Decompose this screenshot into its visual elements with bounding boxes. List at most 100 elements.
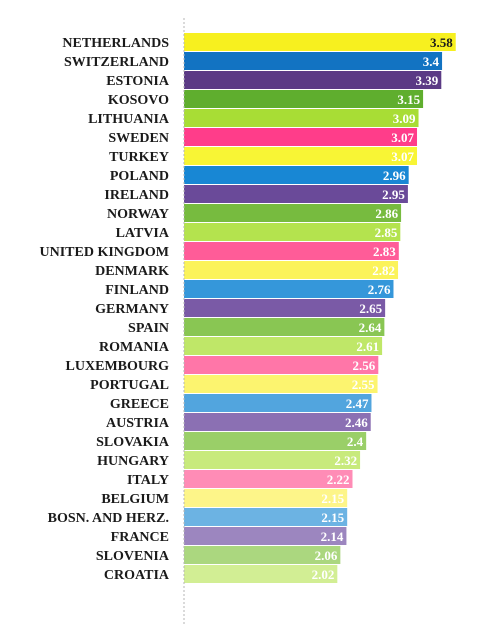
bar-row: SPAIN 2.64: [128, 318, 385, 336]
category-label: SLOVAKIA: [96, 435, 170, 450]
value-label: 2.82: [372, 263, 395, 278]
bar-row: KOSOVO 3.15: [108, 90, 424, 108]
bar-row: ITALY 2.22: [127, 470, 353, 488]
bar: [184, 375, 378, 393]
value-label: 2.06: [315, 548, 338, 563]
category-label: IRELAND: [104, 188, 169, 203]
value-label: 2.96: [383, 168, 406, 183]
bar-row: UNITED KINGDOM 2.83: [39, 242, 399, 260]
category-label: BELGIUM: [101, 492, 169, 507]
value-label: 2.64: [359, 320, 382, 335]
bar: [184, 451, 361, 469]
value-label: 3.4: [423, 54, 440, 69]
category-label: ITALY: [127, 473, 169, 488]
category-label: SPAIN: [128, 321, 169, 336]
value-label: 2.47: [346, 396, 369, 411]
bar-row: FRANCE 2.14: [111, 527, 347, 545]
bar-row: IRELAND 2.95: [104, 185, 408, 203]
value-label: 2.61: [356, 339, 379, 354]
bar-row: HUNGARY 2.32: [97, 451, 361, 469]
value-label: 3.58: [430, 35, 453, 50]
value-label: 2.14: [321, 529, 344, 544]
bar: [184, 337, 383, 355]
bar-row: NETHERLANDS 3.58: [62, 33, 456, 51]
bar: [184, 299, 386, 317]
bar-row: AUSTRIA 2.46: [106, 413, 371, 431]
value-label: 2.83: [373, 244, 396, 259]
value-label: 2.95: [382, 187, 405, 202]
category-label: TURKEY: [109, 150, 169, 165]
value-label: 3.07: [391, 149, 414, 164]
bar-row: LATVIA 2.85: [116, 223, 401, 241]
bar: [184, 546, 341, 564]
category-label: GREECE: [110, 397, 169, 412]
category-label: SWITZERLAND: [64, 55, 169, 70]
bar: [184, 489, 348, 507]
bar: [184, 71, 442, 89]
bar-row: PORTUGAL 2.55: [90, 375, 378, 393]
category-label: UNITED KINGDOM: [39, 245, 169, 260]
bar-row: BOSN. AND HERZ. 2.15: [48, 508, 348, 526]
bar: [184, 318, 385, 336]
bar-row: GERMANY 2.65: [95, 299, 386, 317]
bar: [184, 185, 408, 203]
bar: [184, 432, 367, 450]
value-label: 2.76: [368, 282, 391, 297]
bar: [184, 147, 418, 165]
category-label: ROMANIA: [99, 340, 170, 355]
bar-row: LITHUANIA 3.09: [88, 109, 419, 127]
category-label: PORTUGAL: [90, 378, 169, 393]
bar: [184, 223, 401, 241]
bar: [184, 394, 372, 412]
value-label: 2.22: [327, 472, 350, 487]
bar: [184, 261, 399, 279]
category-label: BOSN. AND HERZ.: [48, 511, 169, 526]
bar-row: SLOVAKIA 2.4: [96, 432, 367, 450]
category-label: LITHUANIA: [88, 112, 170, 127]
bar: [184, 470, 353, 488]
value-label: 2.65: [359, 301, 382, 316]
bar: [184, 413, 371, 431]
bar: [184, 128, 418, 146]
bar: [184, 242, 399, 260]
value-label: 3.39: [416, 73, 439, 88]
category-label: SWEDEN: [108, 131, 169, 146]
bars-layer: NETHERLANDS 3.58 SWITZERLAND 3.4 ESTONIA 3.39…: [39, 33, 456, 583]
bar: [184, 508, 348, 526]
category-label: POLAND: [110, 169, 169, 184]
category-label: ESTONIA: [106, 74, 170, 89]
category-label: NORWAY: [107, 207, 169, 222]
value-label: 2.46: [345, 415, 368, 430]
category-label: AUSTRIA: [106, 416, 170, 431]
category-label: GERMANY: [95, 302, 169, 317]
bar: [184, 52, 443, 70]
value-label: 2.56: [353, 358, 376, 373]
value-label: 2.02: [312, 567, 335, 582]
value-label: 2.32: [334, 453, 357, 468]
bar: [184, 204, 402, 222]
bar: [184, 90, 424, 108]
category-label: HUNGARY: [97, 454, 169, 469]
value-label: 3.09: [393, 111, 416, 126]
bar: [184, 109, 419, 127]
bar-row: DENMARK 2.82: [95, 261, 399, 279]
category-label: NETHERLANDS: [62, 36, 169, 51]
category-label: LUXEMBOURG: [66, 359, 170, 374]
bar: [184, 280, 394, 298]
category-label: KOSOVO: [108, 93, 169, 108]
bar: [184, 166, 409, 184]
category-label: LATVIA: [116, 226, 170, 241]
value-label: 2.55: [352, 377, 375, 392]
bar-row: FINLAND 2.76: [105, 280, 394, 298]
category-label: FINLAND: [105, 283, 169, 298]
bar-row: GREECE 2.47: [110, 394, 372, 412]
bar-row: ESTONIA 3.39: [106, 71, 442, 89]
category-label: CROATIA: [104, 568, 170, 583]
bar-row: SLOVENIA 2.06: [96, 546, 341, 564]
value-label: 3.07: [391, 130, 414, 145]
bar: [184, 356, 379, 374]
category-label: DENMARK: [95, 264, 169, 279]
category-label: FRANCE: [111, 530, 169, 545]
